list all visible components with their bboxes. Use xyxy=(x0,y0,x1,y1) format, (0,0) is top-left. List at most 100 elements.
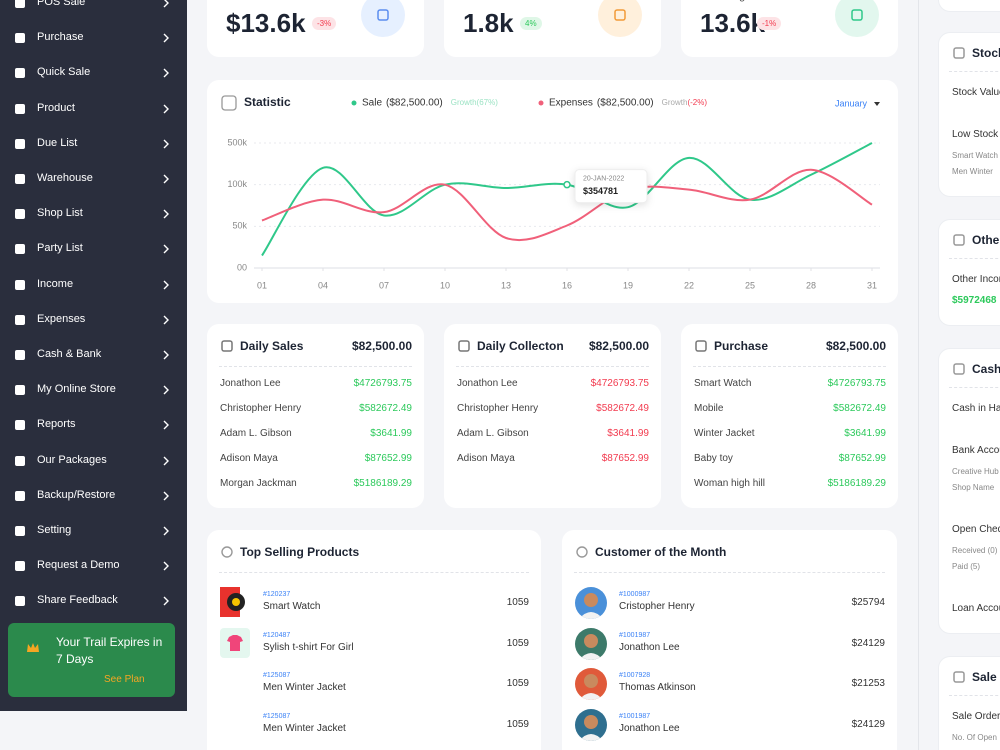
row-name: Mobile xyxy=(694,403,724,414)
side-value: $5972468 xyxy=(952,295,997,306)
menu-item[interactable]: Request a Demo xyxy=(0,554,187,578)
right-card-cut xyxy=(938,0,1000,12)
menu-item[interactable]: Shop List xyxy=(0,202,187,226)
change-pill: -3% xyxy=(312,17,337,30)
menu-icon xyxy=(15,68,25,79)
product-thumb xyxy=(220,627,250,658)
menu-item[interactable]: Backup/Restore xyxy=(0,484,187,508)
row-amount: $87652.99 xyxy=(364,453,412,464)
avatar-face xyxy=(579,633,603,660)
period-select[interactable]: January xyxy=(835,98,868,108)
menu-item[interactable]: Setting xyxy=(0,519,187,543)
item-value: 1059 xyxy=(506,678,529,690)
item-value: 1059 xyxy=(506,719,529,731)
menu-item[interactable]: Our Packages xyxy=(0,449,187,473)
menu-label: Warehouse xyxy=(37,172,93,184)
item-name: Men Winter Jacket xyxy=(263,682,346,694)
item-id: #1001987 xyxy=(619,713,651,721)
item-id: #1001987 xyxy=(619,631,651,639)
divider xyxy=(949,695,1000,696)
side-card: Stock Stock Value Low Stock Smart Watch Men … xyxy=(938,32,1000,197)
see-plan-link[interactable]: See Plan xyxy=(104,674,145,685)
item-value: 1059 xyxy=(506,637,529,649)
item-name: Jonathon Lee xyxy=(619,723,680,735)
row-amount: $582672.49 xyxy=(833,403,886,414)
item-value: $24129 xyxy=(851,719,885,731)
menu-icon xyxy=(15,561,25,572)
trial-message: Your Trail Expires in 7 Days xyxy=(56,635,163,666)
row-name: Christopher Henry xyxy=(457,403,539,414)
x-tick-label: 07 xyxy=(379,280,389,290)
item-id: #125087 xyxy=(263,713,291,721)
row-name: Jonathon Lee xyxy=(457,378,518,389)
menu-item[interactable]: Warehouse xyxy=(0,167,187,191)
menu-icon xyxy=(15,526,25,536)
divider xyxy=(693,366,886,367)
summary-label: Total Sale xyxy=(226,0,274,2)
change-pill: 4% xyxy=(520,17,542,30)
trial-box: Your Trail Expires in 7 Days See Plan xyxy=(8,623,175,697)
card-icon xyxy=(221,546,233,558)
menu-item[interactable]: Purchase xyxy=(0,26,187,50)
menu-icon xyxy=(15,0,25,8)
menu-item[interactable]: Income xyxy=(0,273,187,297)
change-pill: -1% xyxy=(757,17,782,30)
item-value: $25794 xyxy=(851,597,885,608)
card-total: $82,500.00 xyxy=(351,339,412,353)
chevron xyxy=(163,350,169,360)
menu-item[interactable]: POS Sale xyxy=(0,0,187,15)
menu-item[interactable]: Due List xyxy=(0,132,187,156)
row-name: Smart Watch xyxy=(694,378,752,389)
product-thumb xyxy=(220,587,250,617)
menu-item[interactable]: Party List xyxy=(0,237,187,261)
menu-label: Share Feedback xyxy=(37,594,118,607)
series-line xyxy=(261,168,873,242)
side-detail: Shop Name xyxy=(952,483,995,492)
side-detail: Received (0) xyxy=(952,546,998,555)
card-icon xyxy=(695,340,707,352)
chevron xyxy=(163,385,169,395)
menu-icon xyxy=(15,490,25,501)
menu-item[interactable]: Cash & Bank xyxy=(0,343,187,367)
menu-item[interactable]: Reports xyxy=(0,413,187,437)
side-title: Sale xyxy=(972,670,997,684)
menu-label: POS Sale xyxy=(37,0,86,8)
menu-label: Backup/Restore xyxy=(37,488,116,501)
chevron xyxy=(163,104,169,114)
menu-item[interactable]: Share Feedback xyxy=(0,589,187,613)
item-name: Smart Watch xyxy=(263,601,321,612)
avatar xyxy=(575,627,607,660)
menu-label: Reports xyxy=(37,418,76,431)
row-amount: $87652.99 xyxy=(601,453,649,464)
menu-item[interactable]: Expenses xyxy=(0,308,187,332)
x-tick-label: 16 xyxy=(562,280,572,290)
menu-item[interactable]: Quick Sale xyxy=(0,61,187,85)
legend-name: Expenses xyxy=(549,98,593,109)
divider xyxy=(574,572,885,573)
menu-item[interactable]: My Online Store xyxy=(0,378,187,402)
summary-value: 13.6k xyxy=(700,8,766,38)
shirt-image xyxy=(227,634,243,651)
watch-image xyxy=(220,587,245,617)
legend-growth-label: Growth xyxy=(451,98,477,107)
menu-label: Due List xyxy=(37,136,78,149)
menu-item[interactable]: Product xyxy=(0,97,187,121)
side-item: Sale Order xyxy=(952,711,1000,722)
menu-icon xyxy=(15,33,25,44)
item-id: #120487 xyxy=(263,631,291,639)
x-tick-label: 13 xyxy=(501,280,511,290)
avatar xyxy=(575,668,607,701)
chevron xyxy=(163,68,169,78)
chevron xyxy=(163,456,169,466)
menu-icon xyxy=(15,209,25,220)
line-chart: Statistic Sale ($82,500.00) Growth (67%) Expe… xyxy=(221,95,880,290)
item-name: Thomas Atkinson xyxy=(619,682,696,694)
summary-icon xyxy=(598,0,642,37)
side-card: Cash Cash in Hand Bank Account Creative Hub… xyxy=(938,348,1000,634)
list-card: Daily Collecton $82,500.00 Jonathon Lee $47… xyxy=(444,324,661,508)
menu-label: Purchase xyxy=(37,31,84,44)
legend-growth-label: Growth xyxy=(662,98,688,107)
avatar-face xyxy=(579,715,603,742)
row-name: Adison Maya xyxy=(457,453,515,464)
